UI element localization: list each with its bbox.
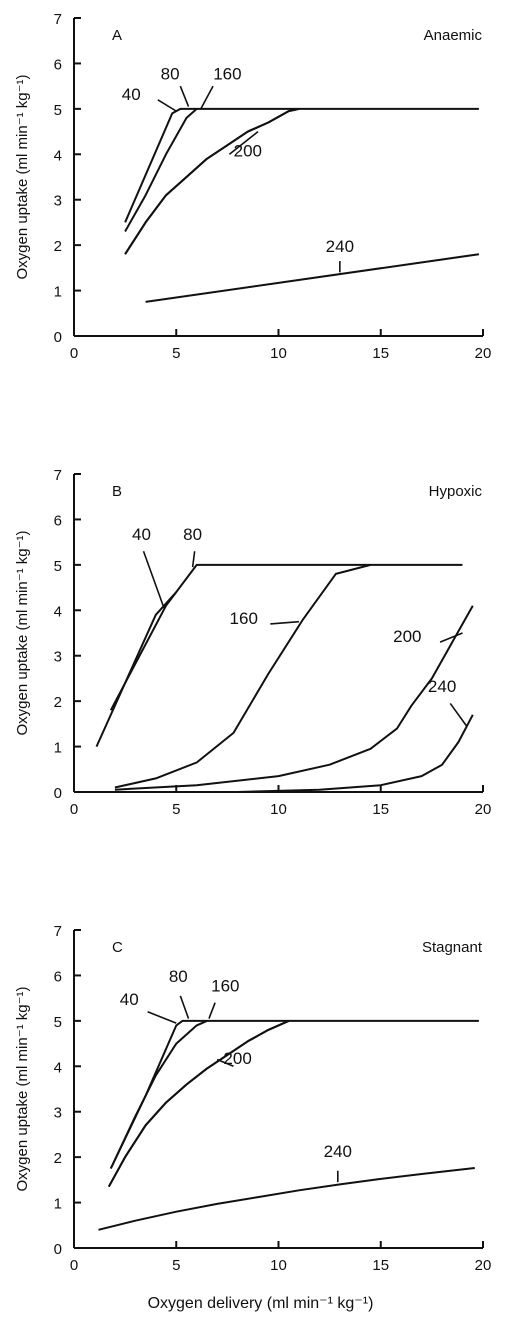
y-tick-label: 3 (54, 1105, 62, 1122)
series-label-160: 160 (211, 976, 239, 995)
y-tick-label: 2 (54, 238, 62, 255)
x-tick-label: 10 (270, 1257, 287, 1274)
series-line-240 (98, 1167, 475, 1231)
y-tick-label: 7 (54, 11, 62, 28)
panel-title: Stagnant (422, 939, 483, 956)
series-label-240: 240 (326, 237, 354, 256)
y-tick-label: 2 (54, 1150, 62, 1167)
series-line-200 (107, 1019, 290, 1188)
x-tick-label: 0 (70, 1257, 78, 1274)
series-label-240: 240 (428, 677, 456, 696)
label-leader (439, 632, 463, 643)
x-tick-label: 20 (475, 1257, 492, 1274)
series-line-40 (109, 1019, 479, 1169)
label-leader (208, 1002, 216, 1019)
series-line-240 (145, 253, 480, 303)
series-line-200 (114, 605, 474, 791)
series-label-80: 80 (169, 967, 188, 986)
y-tick-label: 5 (54, 1014, 62, 1031)
y-tick-label: 6 (54, 968, 62, 985)
y-tick-label: 1 (54, 1196, 62, 1213)
y-axis-label: Oxygen uptake (ml min⁻¹ kg⁻¹) (14, 986, 31, 1191)
label-leader (179, 85, 190, 107)
x-tick-label: 15 (372, 801, 389, 818)
y-tick-label: 5 (54, 558, 62, 575)
y-tick-label: 5 (54, 102, 62, 119)
panel-c: 0 1 2 3 4 5 6 7 0 5 10 15 20 Oxygen uptake (ml min⁻¹ … (14, 923, 491, 1274)
x-tick-label: 20 (475, 345, 492, 362)
series-label-240: 240 (324, 1142, 352, 1161)
panel-a: 0 1 2 3 4 5 6 7 0 5 10 15 20 Oxygen uptake (ml min⁻¹ … (14, 11, 491, 362)
label-leader (270, 620, 300, 625)
y-tick-label: 7 (54, 467, 62, 484)
series-line-80 (109, 563, 463, 711)
series-line-80 (109, 1019, 208, 1169)
series-line-200 (124, 107, 300, 255)
y-tick-label: 6 (54, 512, 62, 529)
series-line-80 (124, 108, 198, 232)
series-line-40 (124, 107, 479, 223)
panel-title: Anaemic (424, 27, 483, 44)
x-tick-label: 15 (372, 345, 389, 362)
series-label-200: 200 (393, 627, 421, 646)
label-leader (179, 995, 190, 1019)
y-tick-label: 6 (54, 56, 62, 73)
y-tick-label: 4 (54, 1059, 62, 1076)
label-leader (200, 85, 214, 110)
series-line-160 (107, 1019, 290, 1188)
x-tick-label: 10 (270, 345, 287, 362)
panel-letter: A (112, 27, 122, 44)
panel-letter: C (112, 939, 123, 956)
label-leader (147, 1011, 177, 1024)
y-tick-label: 0 (54, 1241, 62, 1258)
label-leader (191, 551, 196, 568)
y-tick-label: 0 (54, 329, 62, 346)
y-tick-label: 3 (54, 193, 62, 210)
panel-letter: B (112, 483, 122, 500)
x-tick-label: 10 (270, 801, 287, 818)
x-tick-label: 20 (475, 801, 492, 818)
series-line-40 (95, 591, 178, 748)
label-leader (228, 130, 259, 155)
y-tick-label: 1 (54, 284, 62, 301)
series-label-80: 80 (183, 525, 202, 544)
x-tick-label: 5 (172, 345, 180, 362)
x-tick-label: 5 (172, 801, 180, 818)
y-tick-label: 1 (54, 740, 62, 757)
y-tick-label: 3 (54, 649, 62, 666)
series-line-160 (114, 563, 371, 789)
x-tick-label: 5 (172, 1257, 180, 1274)
label-leader (157, 99, 177, 112)
panel-title: Hypoxic (429, 483, 483, 500)
y-tick-label: 4 (54, 147, 62, 164)
y-tick-label: 0 (54, 785, 62, 802)
y-axis-label: Oxygen uptake (ml min⁻¹ kg⁻¹) (14, 74, 31, 279)
y-tick-label: 4 (54, 603, 62, 620)
y-tick-label: 7 (54, 923, 62, 940)
panel-b: 0 1 2 3 4 5 6 7 0 5 10 15 20 Oxygen uptake (ml min⁻¹ … (14, 467, 491, 818)
label-leader (142, 550, 165, 609)
x-tick-label: 0 (70, 345, 78, 362)
x-tick-label: 15 (372, 1257, 389, 1274)
x-axis-label: Oxygen delivery (ml min⁻¹ kg⁻¹) (147, 1295, 374, 1312)
series-label-40: 40 (120, 990, 139, 1009)
label-leader (216, 1058, 234, 1068)
series-label-200: 200 (223, 1049, 251, 1068)
y-axis-label: Oxygen uptake (ml min⁻¹ kg⁻¹) (14, 530, 31, 735)
series-label-40: 40 (122, 85, 141, 104)
series-label-160: 160 (230, 609, 258, 628)
series-line-160 (124, 107, 300, 255)
series-label-160: 160 (213, 64, 241, 83)
label-leader (449, 702, 468, 727)
series-line-240 (114, 714, 474, 793)
series-label-80: 80 (161, 64, 180, 83)
x-tick-label: 0 (70, 801, 78, 818)
series-label-200: 200 (234, 142, 262, 161)
series-label-40: 40 (132, 525, 151, 544)
y-tick-label: 2 (54, 694, 62, 711)
